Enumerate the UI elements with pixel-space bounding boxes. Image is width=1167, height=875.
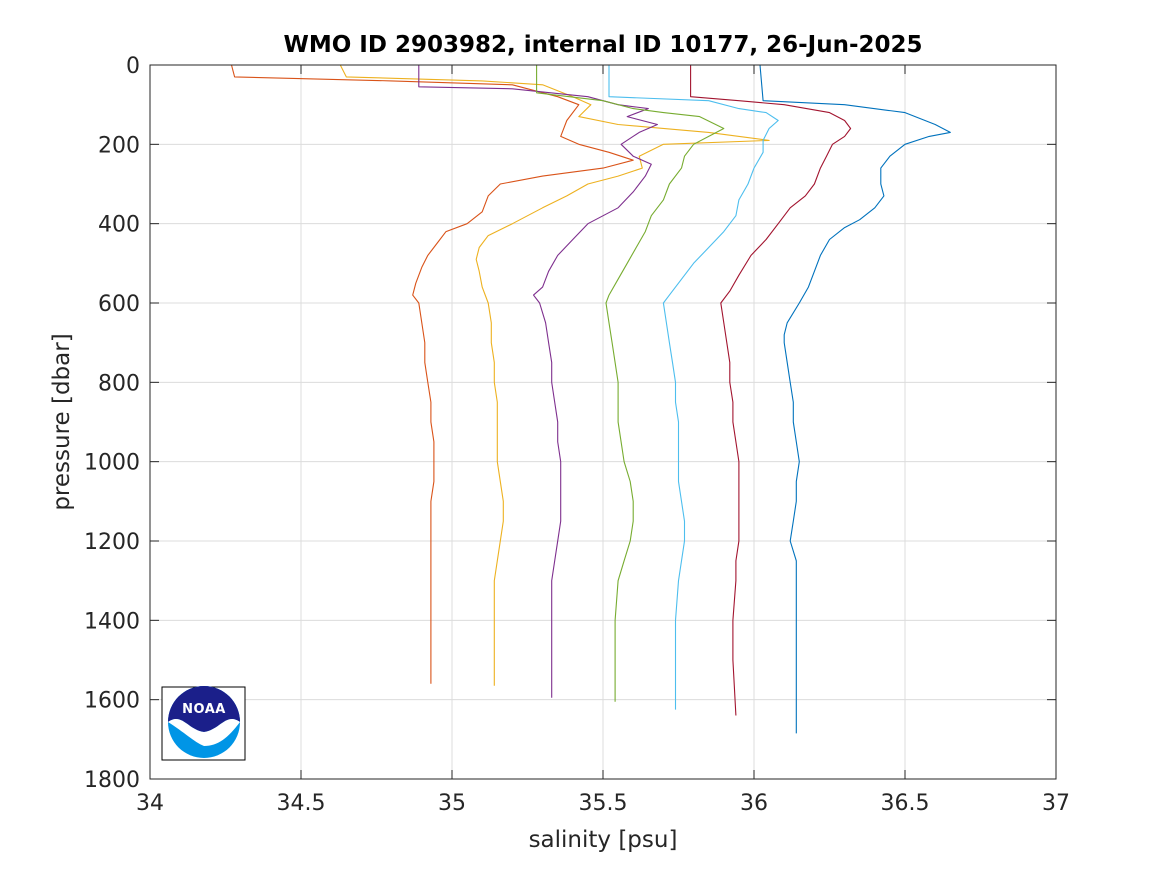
x-tick-label: 36.5: [881, 791, 930, 816]
profile-line-1: [230, 64, 634, 684]
logo-upper-band: [168, 686, 240, 732]
y-tick-label: 1000: [84, 451, 140, 476]
y-tick-label: 1800: [84, 768, 140, 793]
logo-text: NOAA: [182, 702, 226, 717]
x-tick-label: 35: [438, 791, 466, 816]
x-tick-labels: 34 34.5 35 35.5 36 36.5 37: [136, 791, 1070, 816]
y-tick-label: 1200: [84, 530, 140, 555]
profile-lines: [230, 64, 951, 734]
y-tick-label: 0: [126, 54, 140, 79]
profile-line-6: [690, 65, 852, 716]
x-tick-label: 37: [1042, 791, 1070, 816]
y-tick-labels: 0 200 400 600 800 1000 1200 1400 1600 1800: [84, 54, 140, 793]
y-tick-label: 200: [98, 133, 140, 158]
x-tick-label: 34.5: [277, 791, 326, 816]
y-tick-label: 1600: [84, 689, 140, 714]
profile-line-5: [608, 65, 779, 710]
y-tick-label: 400: [98, 213, 140, 238]
noaa-logo: NOAA: [161, 686, 246, 761]
profile-line-7: [759, 64, 951, 734]
x-tick-label: 36: [740, 791, 768, 816]
x-tick-label: 35.5: [579, 791, 628, 816]
x-axis-label: salinity [psu]: [529, 827, 678, 853]
chart-title: WMO ID 2903982, internal ID 10177, 26-Ju…: [283, 32, 922, 58]
y-tick-label: 600: [98, 292, 140, 317]
y-tick-label: 1400: [84, 609, 140, 634]
y-axis-label: pressure [dbar]: [49, 333, 75, 510]
profile-line-3: [418, 65, 658, 698]
profile-line-4: [536, 65, 725, 702]
profile-line-2: [339, 64, 770, 686]
logo-gull-wave: [168, 718, 240, 746]
y-tick-label: 800: [98, 371, 140, 396]
x-tick-label: 34: [136, 791, 164, 816]
axis-ticks: [149, 64, 1057, 780]
